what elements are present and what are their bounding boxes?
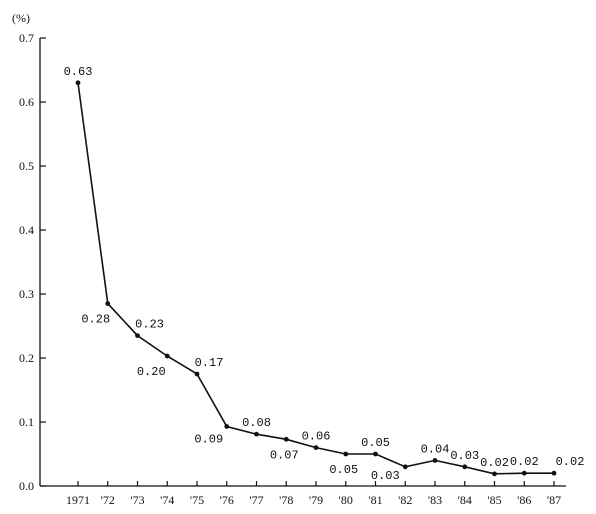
data-points [75,80,557,477]
x-tick-label: '79 [309,493,323,507]
x-tick-label: '85 [487,493,501,507]
x-tick-label: '82 [398,493,412,507]
y-tick-label: 0.0 [19,479,34,493]
data-label: 0.02 [556,455,585,469]
data-label: 0.04 [421,442,450,456]
x-tick-label: '87 [547,493,561,507]
x-axis-ticks: 1971 '72 '73 '74 '75 '76 '77 '78 '79 '80 '81 '82 '83… [66,481,561,507]
data-label: 0.08 [242,416,271,430]
data-label: 0.06 [302,430,331,444]
x-tick-label: '74 [160,493,174,507]
data-label: 0.02 [480,456,509,470]
x-tick-label: '81 [368,493,382,507]
data-label: 0.28 [81,313,110,327]
y-tick-label: 0.6 [19,95,34,109]
data-point [135,333,140,338]
data-label: 0.05 [361,436,390,450]
data-label: 0.02 [510,455,539,469]
x-tick-label: '78 [279,493,293,507]
data-point [551,470,557,476]
data-label: 0.03 [450,449,479,463]
data-label: 0.05 [329,463,358,477]
data-point [194,371,200,377]
data-point [75,80,81,86]
data-point [105,301,111,306]
y-axis-unit-label: (%) [12,11,30,25]
y-tick-label: 0.5 [19,159,34,173]
data-point [283,436,289,442]
data-label: 0.23 [135,318,164,332]
x-tick-label: '72 [101,493,115,507]
data-label: 0.63 [64,65,93,79]
series-line [77,82,554,475]
data-label: 0.17 [195,356,224,370]
data-label: 0.20 [137,365,166,379]
x-tick-label: '86 [517,493,531,507]
data-label: 0.09 [194,432,223,446]
data-point [462,464,468,470]
y-axis-ticks: 0.0 0.1 0.2 0.3 0.4 0.5 0.6 0.7 [19,31,46,493]
x-tick-label: '84 [458,493,472,507]
data-point [492,471,497,477]
data-labels: 0.63 0.28 0.23 0.20 0.17 0.09 0.08 0.070.06 0.05… [64,65,585,483]
data-point [521,470,527,476]
x-tick-label: '75 [190,493,204,507]
data-point [402,464,408,470]
x-tick-label: '83 [428,493,442,507]
x-tick-label: '73 [130,493,144,507]
data-point [432,458,438,463]
x-tick-label: '77 [249,493,263,507]
data-label: 0.07 [270,448,299,462]
data-point [373,451,378,457]
x-tick-label: '76 [220,493,234,507]
data-label: 0.03 [371,469,400,483]
data-point [224,424,230,429]
x-tick-label: 1971 [66,493,90,507]
y-tick-label: 0.1 [19,415,34,429]
y-tick-label: 0.4 [19,223,34,237]
x-tick-label: '80 [339,493,353,507]
y-tick-label: 0.2 [19,351,34,365]
data-point [254,431,259,437]
y-tick-label: 0.3 [19,287,34,301]
data-point [343,451,349,457]
y-tick-label: 0.7 [19,31,34,45]
data-point [164,353,170,359]
data-point [313,445,319,450]
